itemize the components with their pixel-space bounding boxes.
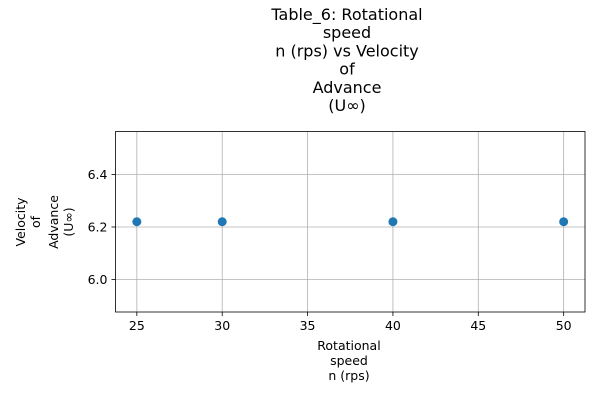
grid xyxy=(115,131,585,312)
chart-title-line: of xyxy=(339,60,355,79)
y-tick-label: 6.2 xyxy=(88,219,108,234)
data-point xyxy=(217,217,227,227)
chart-title-line: (U∞) xyxy=(328,96,366,115)
data-points xyxy=(132,217,569,227)
data-point xyxy=(132,217,142,227)
chart-title-line: Table_6: Rotational xyxy=(270,5,422,25)
x-tick-label: 25 xyxy=(129,318,145,333)
y-axis-label: Velocity of Advance (U∞) xyxy=(13,195,76,249)
y-axis-label-line: Velocity xyxy=(13,197,28,247)
y-tick-label: 6.4 xyxy=(88,167,108,182)
x-tick-label: 45 xyxy=(470,318,486,333)
x-axis-label-line: Rotational xyxy=(317,338,380,353)
x-axis-label-line: speed xyxy=(330,353,368,368)
x-tick-label: 35 xyxy=(300,318,316,333)
x-tick-label: 50 xyxy=(556,318,572,333)
chart-title-line: speed xyxy=(323,23,371,42)
x-axis: 25 30 35 40 45 50 xyxy=(129,312,572,333)
x-tick-label: 30 xyxy=(214,318,230,333)
y-tick-label: 6.0 xyxy=(88,272,108,287)
y-axis-label-line: Advance xyxy=(46,195,61,249)
y-axis-label-line: of xyxy=(28,215,43,228)
x-axis-label-line: n (rps) xyxy=(328,368,369,383)
plot-frame xyxy=(115,131,586,313)
chart-title-line: n (rps) vs Velocity xyxy=(275,41,419,60)
y-axis: 6.0 6.2 6.4 xyxy=(88,167,116,287)
y-axis-label-line: (U∞) xyxy=(61,207,76,236)
chart-title-line: Advance xyxy=(313,78,382,97)
x-tick-label: 40 xyxy=(385,318,401,333)
data-point xyxy=(388,217,398,227)
data-point xyxy=(559,217,569,227)
